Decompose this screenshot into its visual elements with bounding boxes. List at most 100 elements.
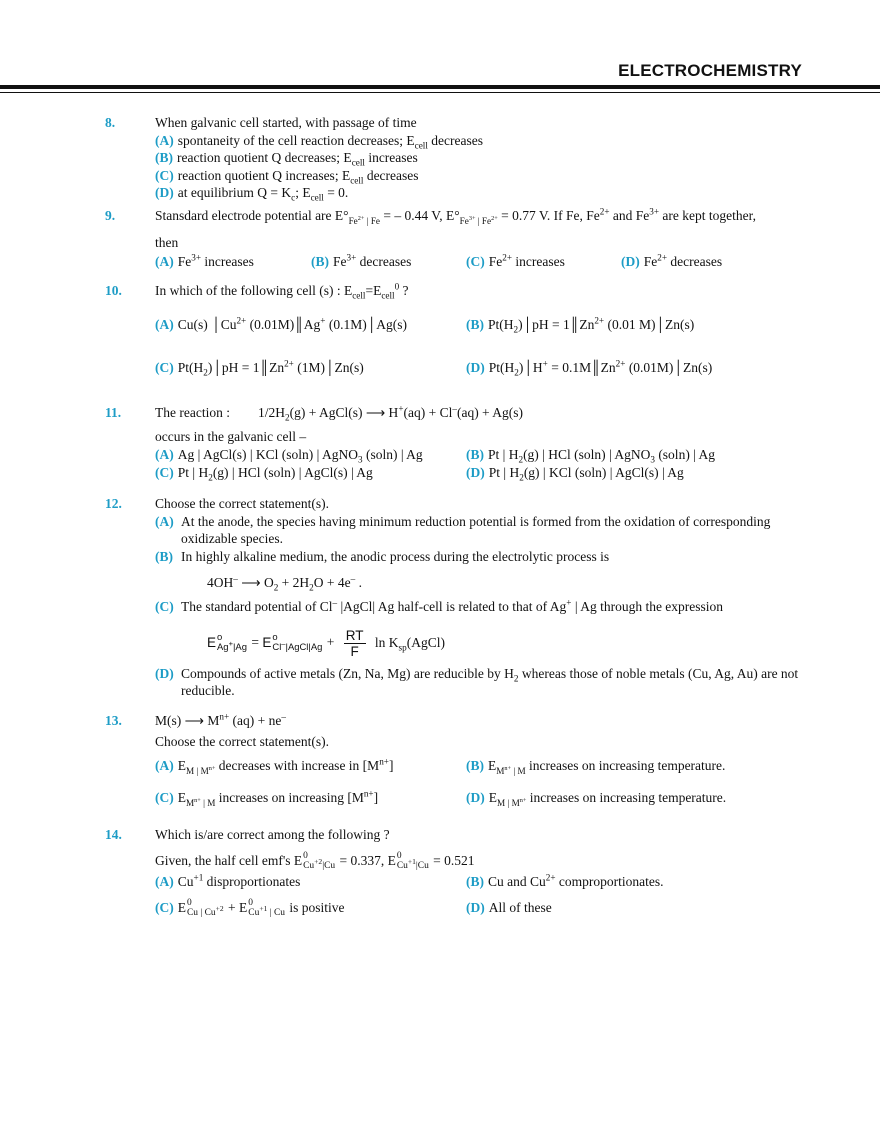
option-text: All of these (488, 900, 552, 915)
question-number: 12. (105, 496, 122, 511)
option-label: (B) (466, 317, 484, 332)
formula-plus: + (326, 634, 335, 650)
option-label: (C) (466, 254, 485, 269)
reaction-equation: M(s) ⟶ Mn+ (aq) + ne– (155, 711, 286, 728)
option-label: (D) (466, 790, 485, 805)
option-a: (A) Cu+1 disproportionates (155, 873, 300, 890)
option-label: (C) (155, 900, 174, 916)
option-label: (D) (155, 666, 174, 681)
option-label: (C) (155, 360, 174, 375)
question-stem-continued: then (155, 235, 179, 250)
option-text: EM | Mn+ increases on increasing tempera… (488, 790, 727, 808)
option-text: Fe2+ decreases (643, 252, 723, 269)
option-text: Fe3+ increases (177, 252, 254, 269)
option-label: (B) (466, 758, 484, 773)
option-b: (B) EMn+ | M increases on increasing temp… (466, 757, 725, 775)
option-label: (C) (155, 790, 174, 805)
question-number: 9. (105, 208, 116, 223)
option-label: (A) (155, 254, 174, 269)
option-text: Cu+1 disproportionates (177, 872, 301, 889)
given-values: Given, the half cell emf's E 0 Cu+2|Cu = 0… (155, 851, 475, 872)
option-c: (C) The standard potential of Cl– |AgCl| … (155, 598, 805, 615)
anodic-equation: 4OH– ⟶ O2 + 2H2O + 4e– . (207, 573, 362, 593)
option-label: (A) (155, 133, 174, 148)
formula-equals: = (251, 634, 259, 650)
option-label: (B) (466, 874, 484, 889)
question-stem: Which is/are correct among the following… (155, 827, 390, 842)
option-label: (D) (155, 185, 174, 200)
question-number: 8. (105, 115, 116, 130)
option-b: (B) In highly alkaline medium, the anodic… (155, 548, 805, 565)
option-a: (A) EM | Mn+ decreases with increase in [… (155, 756, 394, 776)
option-b: (B) Fe3+ decreases (311, 253, 411, 270)
option-text: Ag | AgCl(s) | KCl (soln) | AgNO3 (soln)… (177, 447, 423, 465)
question-stem-continued: occurs in the galvanic cell – (155, 429, 307, 444)
option-text: Pt | H2(g) | HCl (soln) | AgNO3 (soln) |… (488, 447, 716, 465)
option-label: (B) (466, 447, 484, 462)
option-text: at equilibrium Q = Kc; Ecell = 0. (177, 185, 349, 203)
option-text: In highly alkaline medium, the anodic pr… (181, 549, 610, 564)
option-label: (D) (621, 254, 640, 269)
header-rule-thin (0, 92, 880, 93)
option-c: (C) Pt | H2(g) | HCl (soln) | AgCl(s) | A… (155, 464, 373, 482)
option-a: (A) spontaneity of the cell reaction decr… (155, 132, 483, 151)
option-label: (A) (155, 317, 174, 332)
option-text: Pt(H2)│pH = 1║Zn2+ (1M)│Zn(s) (177, 358, 364, 378)
option-a: (A) Ag | AgCl(s) | KCl (soln) | AgNO3 (so… (155, 446, 423, 465)
option-text: Fe2+ increases (488, 252, 565, 269)
option-label: (C) (155, 599, 174, 614)
fraction-numerator: RT (343, 628, 366, 644)
option-c: (C) EMn+ | M increases on increasing [Mn+… (155, 788, 379, 808)
option-label: (A) (155, 758, 174, 773)
option-c: (C) E 0 Cu | Cu+2 + E 0 Cu+1 | Cu is positive (155, 898, 345, 919)
option-text: At the anode, the species having minimum… (181, 514, 771, 546)
option-text: Compounds of active metals (Zn, Na, Mg) … (181, 666, 799, 698)
option-label: (D) (466, 900, 485, 915)
option-text: reaction quotient Q decreases; Ecell inc… (177, 150, 418, 168)
option-text: spontaneity of the cell reaction decreas… (177, 133, 483, 151)
option-label: (B) (155, 150, 173, 165)
option-b: (B) Pt | H2(g) | HCl (soln) | AgNO3 (soln… (466, 446, 716, 465)
option-label: (D) (466, 360, 485, 375)
question-stem: In which of the following cell (s) : Ece… (155, 281, 409, 301)
option-text: reaction quotient Q increases; Ecell dec… (177, 168, 419, 186)
question-number: 11. (105, 405, 122, 420)
option-label: (D) (466, 465, 485, 480)
option-d: (D) at equilibrium Q = Kc; Ecell = 0. (155, 184, 349, 203)
chapter-title: ELECTROCHEMISTRY (618, 61, 802, 80)
option-b: (B) Pt(H2)│pH = 1║Zn2+ (0.01 M)│Zn(s) (466, 315, 695, 335)
option-c: (C) Fe2+ increases (466, 253, 565, 270)
option-label: (B) (311, 254, 329, 269)
option-b: (B) reaction quotient Q decreases; Ecell … (155, 149, 418, 168)
option-c: (C) Pt(H2)│pH = 1║Zn2+ (1M)│Zn(s) (155, 358, 364, 378)
option-d: (D) All of these (466, 899, 552, 916)
question-stem: Choose the correct statement(s). (155, 734, 329, 749)
option-a: (A) Cu(s) │Cu2+ (0.01M)║Ag+ (0.1M)│Ag(s) (155, 316, 407, 333)
option-label: (C) (155, 465, 174, 480)
header-rule-thick (0, 85, 880, 89)
option-text: EMn+ | M increases on increasing [Mn+] (177, 788, 379, 808)
fraction-denominator: F (350, 644, 359, 659)
option-text: Pt(H2)│pH = 1║Zn2+ (0.01 M)│Zn(s) (488, 315, 695, 335)
option-text: EM | Mn+ decreases with increase in [Mn+… (177, 756, 394, 776)
option-b: (B) Cu and Cu2+ comproportionates. (466, 873, 664, 890)
option-label: (A) (155, 514, 174, 529)
option-d: (D) Pt | H2(g) | KCl (soln) | AgCl(s) | A… (466, 464, 684, 482)
option-label: (B) (155, 549, 173, 564)
option-c: (C) reaction quotient Q increases; Ecell … (155, 167, 419, 186)
option-a: (A) At the anode, the species having mini… (155, 513, 805, 547)
formula-fraction: RT F (343, 628, 366, 659)
option-d: (D) Fe2+ decreases (621, 253, 722, 270)
option-text: E 0 Cu | Cu+2 + E 0 Cu+1 | Cu is positive (177, 898, 345, 919)
question-number: 10. (105, 283, 122, 298)
option-text: Pt(H2)│H+ = 0.1M║Zn2+ (0.01M)│Zn(s) (488, 358, 713, 378)
option-text: Cu(s) │Cu2+ (0.01M)║Ag+ (0.1M)│Ag(s) (177, 315, 408, 332)
option-label: (A) (155, 874, 174, 889)
question-stem: Choose the correct statement(s). (155, 496, 329, 511)
option-text: The standard potential of Cl– |AgCl| Ag … (181, 597, 724, 614)
option-text: Cu and Cu2+ comproportionates. (488, 872, 664, 889)
option-d: (D) Compounds of active metals (Zn, Na, M… (155, 665, 805, 699)
